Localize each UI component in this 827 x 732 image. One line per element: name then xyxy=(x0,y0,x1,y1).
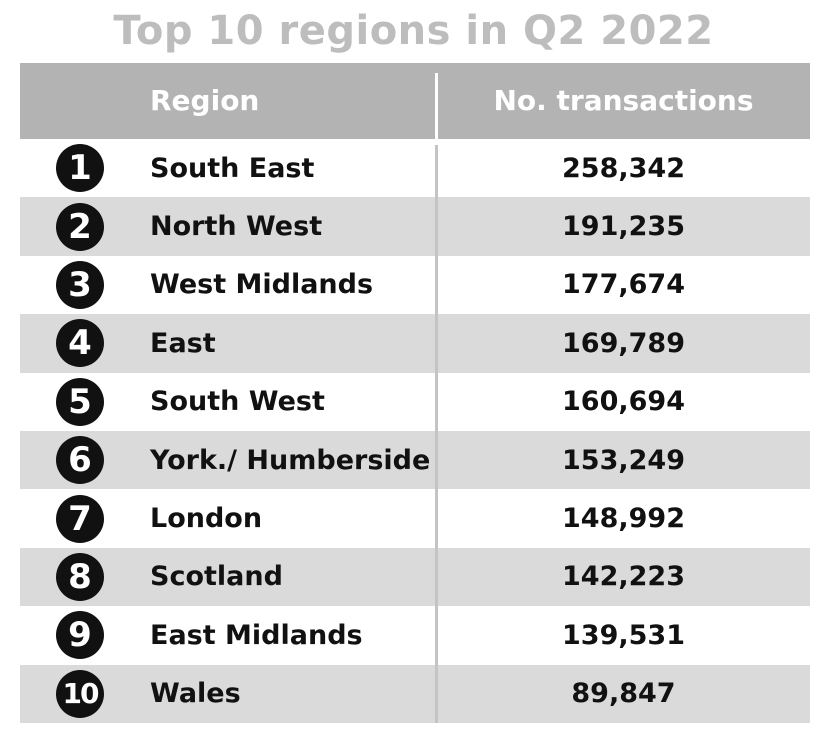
rank-badge: 4 xyxy=(56,319,104,368)
column-divider xyxy=(435,372,438,431)
region-name: South East xyxy=(150,152,315,184)
region-name: East xyxy=(150,327,216,359)
table-row: 7 London 148,992 xyxy=(20,489,810,548)
table-row: 8 Scotland 142,223 xyxy=(20,547,810,607)
rank-badge: 5 xyxy=(56,377,104,426)
table-body: 1 South East 258,342 2 North West 191,23… xyxy=(20,139,810,723)
transactions-value: 258,342 xyxy=(562,152,685,184)
region-name: Scotland xyxy=(150,561,283,593)
transactions-value: 89,847 xyxy=(571,678,676,710)
table-row: 3 West Midlands 177,674 xyxy=(20,255,810,315)
column-divider xyxy=(435,314,438,373)
column-divider xyxy=(435,547,438,607)
rank-badge: 2 xyxy=(56,202,104,251)
column-divider xyxy=(435,197,438,256)
column-divider xyxy=(435,606,438,665)
rank-badge: 8 xyxy=(56,552,104,601)
rank-badge: 7 xyxy=(56,494,104,543)
table-row: 9 East Midlands 139,531 xyxy=(20,606,810,665)
column-header-transactions: No. transactions xyxy=(493,84,754,117)
column-header-region: Region xyxy=(150,84,260,117)
table-row: 10 Wales 89,847 xyxy=(20,664,810,723)
transactions-value: 177,674 xyxy=(562,269,685,301)
table-row: 5 South West 160,694 xyxy=(20,372,810,431)
rank-badge: 6 xyxy=(56,436,104,485)
column-divider xyxy=(435,489,438,548)
column-divider xyxy=(435,664,438,723)
transactions-value: 142,223 xyxy=(562,561,685,593)
rank-badge: 3 xyxy=(56,260,104,309)
table-row: 6 York./ Humberside 153,249 xyxy=(20,430,810,490)
transactions-value: 139,531 xyxy=(562,619,685,651)
region-name: London xyxy=(150,503,263,535)
transactions-value: 160,694 xyxy=(562,386,685,418)
region-name: York./ Humberside xyxy=(150,444,431,476)
rank-badge: 9 xyxy=(56,611,104,660)
region-name: South West xyxy=(150,386,325,418)
table-row: 4 East 169,789 xyxy=(20,314,810,373)
region-name: West Midlands xyxy=(150,269,374,301)
region-name: Wales xyxy=(150,678,241,710)
transactions-value: 191,235 xyxy=(562,211,685,243)
column-divider xyxy=(435,255,438,315)
transactions-value: 169,789 xyxy=(562,327,685,359)
table-row: 2 North West 191,235 xyxy=(20,197,810,256)
region-name: East Midlands xyxy=(150,619,363,651)
rank-badge: 1 xyxy=(56,144,104,193)
column-divider xyxy=(435,73,438,139)
table-row: 1 South East 258,342 xyxy=(20,139,810,198)
table-header: Region No. transactions xyxy=(20,63,810,139)
regions-table: Region No. transactions 1 South East 258… xyxy=(20,63,810,723)
column-divider xyxy=(435,430,438,490)
transactions-value: 148,992 xyxy=(562,503,685,535)
region-name: North West xyxy=(150,211,323,243)
rank-badge: 10 xyxy=(56,669,104,718)
column-divider xyxy=(435,145,438,198)
transactions-value: 153,249 xyxy=(562,444,685,476)
chart-title: Top 10 regions in Q2 2022 xyxy=(113,8,714,54)
